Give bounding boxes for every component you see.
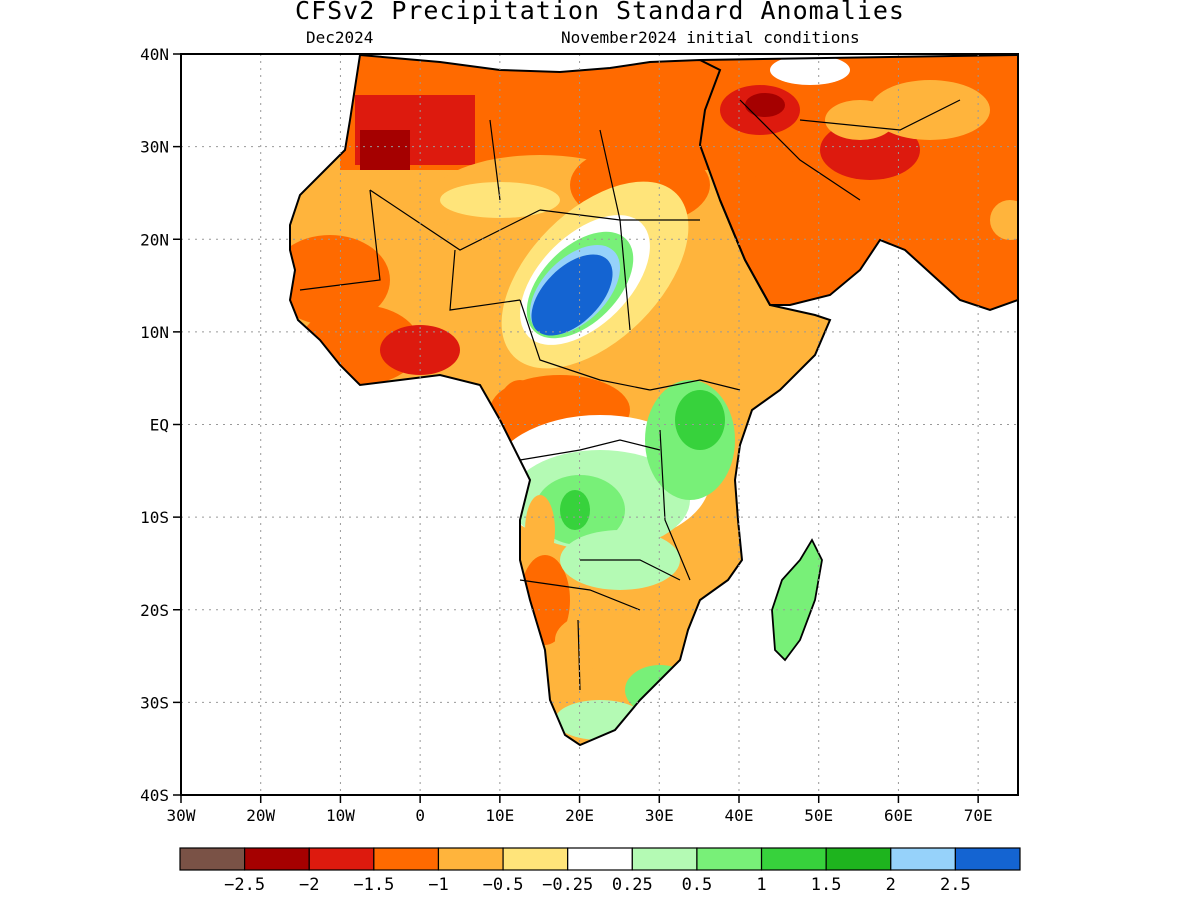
lat-label: 40S — [140, 786, 169, 805]
colorbar-label: −0.5 — [483, 875, 524, 895]
valid-month-label: Dec2024 — [306, 28, 374, 47]
lat-label: EQ — [150, 416, 169, 435]
colorbar-swatch — [760, 847, 827, 871]
colorbar-label: −1 — [428, 875, 448, 895]
colorbar-swatch — [890, 847, 956, 871]
colorbar-label: −1.5 — [353, 875, 394, 895]
colorbar-label: 2.5 — [940, 875, 971, 895]
lon-label: 40E — [725, 806, 754, 825]
colorbar-label: 0.5 — [682, 875, 713, 895]
lon-label: 20E — [565, 806, 594, 825]
colorbar-swatch — [631, 847, 698, 871]
anomaly-field-arabia — [700, 55, 1018, 310]
latitude-labels: 40N 30N 20N 10N EQ 10S 20S 30S 40S — [140, 45, 181, 805]
colorbar: −2.5 −2 −1.5 −1 −0.5 −0.25 0.25 0.5 1 1.5 2 2.5 — [179, 847, 1021, 895]
lon-label: 70E — [964, 806, 993, 825]
coastlines — [288, 53, 1019, 747]
colorbar-swatch — [308, 847, 375, 871]
colorbar-swatch — [179, 847, 246, 871]
colorbar-swatch — [373, 847, 440, 871]
lat-label: 20N — [140, 230, 169, 249]
colorbar-swatch — [244, 847, 310, 871]
colorbar-label: −2.5 — [224, 875, 265, 895]
colorbar-swatch — [437, 847, 504, 871]
chart-title: CFSv2 Precipitation Standard Anomalies — [295, 0, 905, 25]
colorbar-swatch — [696, 847, 763, 871]
lat-label: 10N — [140, 323, 169, 342]
colorbar-swatch — [954, 847, 1021, 871]
colorbar-swatch — [567, 847, 633, 871]
colorbar-label: −0.25 — [542, 875, 593, 895]
lat-label: 30N — [140, 138, 169, 157]
colorbar-label: −2 — [299, 875, 319, 895]
lon-label: 10W — [326, 806, 355, 825]
lon-label: 50E — [804, 806, 833, 825]
lon-label: 10E — [485, 806, 514, 825]
colorbar-label: 0.25 — [612, 875, 653, 895]
lat-label: 40N — [140, 45, 169, 64]
colorbar-label: 1 — [756, 875, 766, 895]
lon-label: 60E — [884, 806, 913, 825]
lon-label: 30W — [167, 806, 196, 825]
lat-label: 20S — [140, 601, 169, 620]
colorbar-swatch — [825, 847, 892, 871]
lon-label: 20W — [246, 806, 275, 825]
lat-label: 30S — [140, 693, 169, 712]
init-conditions-label: November2024 initial conditions — [561, 28, 860, 47]
colorbar-swatch — [502, 847, 569, 871]
lon-label: 30E — [645, 806, 674, 825]
lon-label: 0 — [415, 806, 425, 825]
colorbar-label: 2 — [886, 875, 896, 895]
grid-lines — [181, 54, 1018, 795]
colorbar-label: 1.5 — [811, 875, 842, 895]
lat-label: 10S — [140, 508, 169, 527]
longitude-labels: 30W 20W 10W 0 10E 20E 30E 40E 50E 60E 70E — [167, 795, 993, 825]
madagascar — [771, 538, 823, 662]
